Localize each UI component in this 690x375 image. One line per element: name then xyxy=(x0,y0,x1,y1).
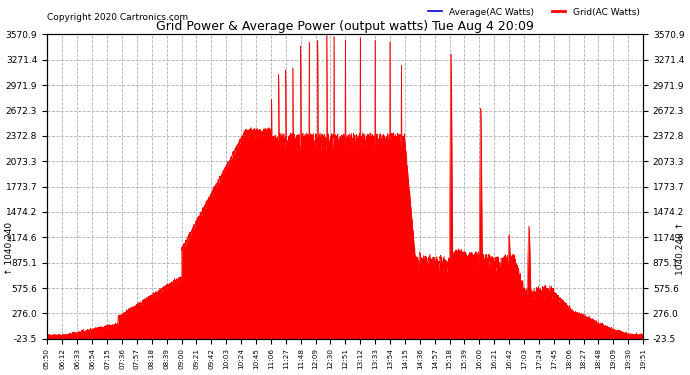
Text: ↑ 1040.240: ↑ 1040.240 xyxy=(5,222,14,275)
Text: Copyright 2020 Cartronics.com: Copyright 2020 Cartronics.com xyxy=(47,13,188,22)
Title: Grid Power & Average Power (output watts) Tue Aug 4 20:09: Grid Power & Average Power (output watts… xyxy=(156,20,534,33)
Text: 1040.240 ↑: 1040.240 ↑ xyxy=(676,222,685,275)
Legend: Average(AC Watts), Grid(AC Watts): Average(AC Watts), Grid(AC Watts) xyxy=(424,4,643,20)
